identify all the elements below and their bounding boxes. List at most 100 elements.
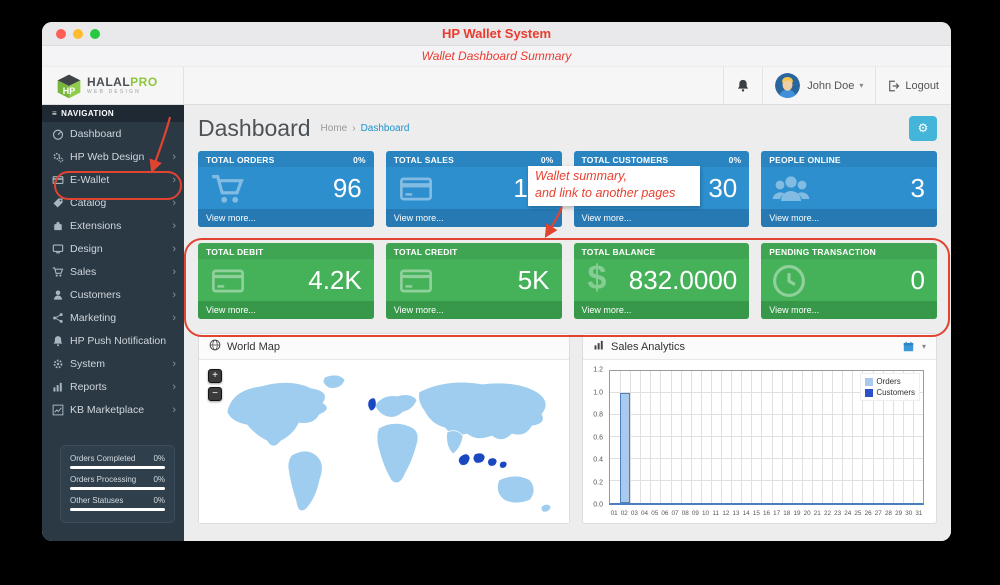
chart-x-tick: 05: [651, 510, 659, 517]
sidebar-item-label: Sales: [70, 265, 97, 278]
chart-x-tick: 11: [712, 510, 719, 517]
sidebar-item-design[interactable]: Design ›: [42, 237, 184, 260]
stat-row: Orders Processing 0%: [70, 475, 165, 490]
chart-x-tick: 15: [752, 510, 760, 517]
tile-title: PENDING TRANSACTION: [769, 247, 876, 257]
dashboard-settings-button[interactable]: ⚙: [909, 115, 937, 141]
user-name: John Doe: [807, 79, 855, 92]
chevron-right-icon: ›: [172, 173, 176, 186]
speedometer-icon: [52, 128, 70, 140]
date-range-dropdown[interactable]: ▾: [903, 341, 926, 352]
chart-y-tick: 0.6: [593, 434, 603, 441]
credit-card-icon: [208, 263, 248, 304]
gear-icon: ⚙: [917, 121, 929, 135]
chart-gridline: [791, 371, 793, 503]
tile-title: TOTAL DEBIT: [206, 247, 264, 257]
breadcrumb-home[interactable]: Home: [320, 122, 348, 134]
sidebar-item-kb-marketplace[interactable]: KB Marketplace ›: [42, 398, 184, 421]
tile-value: 1.7: [513, 172, 550, 203]
view-more-link[interactable]: View more...: [385, 209, 562, 227]
minimize-window-button[interactable]: [73, 29, 83, 39]
sidebar-item-label: Catalog: [70, 196, 107, 209]
chart-gridline: [781, 371, 783, 503]
tile-value: 30: [708, 172, 738, 203]
chevron-right-icon: ›: [172, 403, 176, 416]
tile-value: 0: [910, 264, 925, 295]
menu-icon: ≡: [52, 109, 58, 118]
chart-x-tick: 23: [834, 510, 842, 517]
chart-gridline: [610, 436, 923, 437]
sidebar-item-system[interactable]: System ›: [42, 352, 184, 375]
tile-value: 5K: [517, 264, 550, 295]
tile-total-customers: TOTAL CUSTOMERS 0% 30 View more...: [573, 151, 750, 227]
sales-analytics-panel: Sales Analytics ▾ 0.0 0.2 0.4 0.6 0.8 1.0 1.2 …: [582, 333, 937, 524]
chart-x-tick: 02: [620, 510, 628, 517]
sidebar-nav-header: ≡ NAVIGATION: [42, 105, 184, 122]
sidebar-item-customers[interactable]: Customers ›: [42, 283, 184, 306]
chart-gridline: [640, 371, 642, 503]
globe-icon: [209, 339, 221, 354]
share-icon: [52, 312, 70, 324]
green-tiles-row: TOTAL DEBIT 4.2K View more... TOTAL CRED…: [198, 243, 937, 319]
zoom-window-button[interactable]: [90, 29, 100, 39]
puzzle-icon: [52, 220, 70, 232]
sidebar-item-label: E-Wallet: [70, 173, 110, 186]
brand-logo[interactable]: HP HALALPRO WEB DESIGN: [42, 67, 184, 104]
chart-x-tick: 16: [762, 510, 771, 517]
notifications-button[interactable]: [723, 67, 762, 104]
stat-value: 0%: [153, 475, 165, 484]
chart-y-tick: 0.2: [593, 479, 603, 486]
world-map: + −: [199, 360, 569, 523]
view-more-link[interactable]: View more...: [761, 301, 937, 319]
view-more-link[interactable]: View more...: [198, 209, 374, 227]
chart-x-tick: 08: [681, 510, 689, 517]
sidebar-item-reports[interactable]: Reports ›: [42, 375, 184, 398]
chart-gridline: [801, 371, 803, 503]
view-more-link[interactable]: View more...: [761, 209, 937, 227]
chart-gridline: [690, 371, 692, 503]
user-menu[interactable]: John Doe ▾: [762, 67, 875, 104]
chart-gridline: [761, 371, 763, 503]
sidebar-item-marketing[interactable]: Marketing ›: [42, 306, 184, 329]
user-icon: [52, 289, 70, 301]
sidebar-item-extensions[interactable]: Extensions ›: [42, 214, 184, 237]
sidebar-item-sales[interactable]: Sales ›: [42, 260, 184, 283]
sidebar-item-e-wallet[interactable]: E-Wallet ›: [42, 168, 184, 191]
chart-gridline: [710, 371, 712, 503]
clock-icon: [771, 263, 807, 304]
sidebar-item-hp-web-design[interactable]: HP Web Design ›: [42, 145, 184, 168]
chart-x-tick: 29: [895, 510, 903, 517]
logout-button[interactable]: Logout: [875, 67, 951, 104]
view-more-link[interactable]: View more...: [385, 301, 562, 319]
chart-x-tick: 26: [864, 510, 872, 517]
bell-icon: [52, 335, 70, 347]
tile-title: TOTAL CREDIT: [393, 247, 458, 257]
sidebar-item-dashboard[interactable]: Dashboard: [42, 122, 184, 145]
tile-total-debit: TOTAL DEBIT 4.2K View more...: [198, 243, 374, 319]
view-more-link[interactable]: View more...: [573, 209, 750, 227]
chart-x-tick: 22: [823, 510, 831, 517]
sidebar-item-label: Customers: [70, 288, 121, 301]
view-more-link[interactable]: View more...: [573, 301, 750, 319]
close-window-button[interactable]: [56, 29, 66, 39]
users-icon: [584, 171, 624, 212]
window-title: HP Wallet System: [441, 26, 552, 41]
sidebar-item-label: KB Marketplace: [70, 403, 145, 416]
map-zoom-in-button[interactable]: +: [208, 369, 222, 383]
chart-y-tick: 0.8: [593, 411, 603, 419]
chart-x-tick: 17: [773, 510, 781, 517]
chart-y-tick: 0.0: [593, 501, 603, 509]
logo-brand-1: HALAL: [87, 75, 131, 89]
sidebar-item-catalog[interactable]: Catalog ›: [42, 191, 184, 214]
stat-label: Orders Completed: [70, 454, 136, 463]
map-zoom-out-button[interactable]: −: [208, 387, 222, 401]
chart-gridline: [610, 414, 923, 415]
sidebar-item-hp-push-notification[interactable]: HP Push Notification: [42, 329, 184, 352]
view-more-link[interactable]: View more...: [198, 301, 374, 319]
tags-icon: [52, 197, 70, 209]
stat-row: Other Statuses 0%: [70, 496, 165, 511]
world-map-svg[interactable]: [199, 360, 571, 523]
chart-x-tick: 20: [803, 510, 811, 517]
chart-gridline: [902, 371, 904, 503]
